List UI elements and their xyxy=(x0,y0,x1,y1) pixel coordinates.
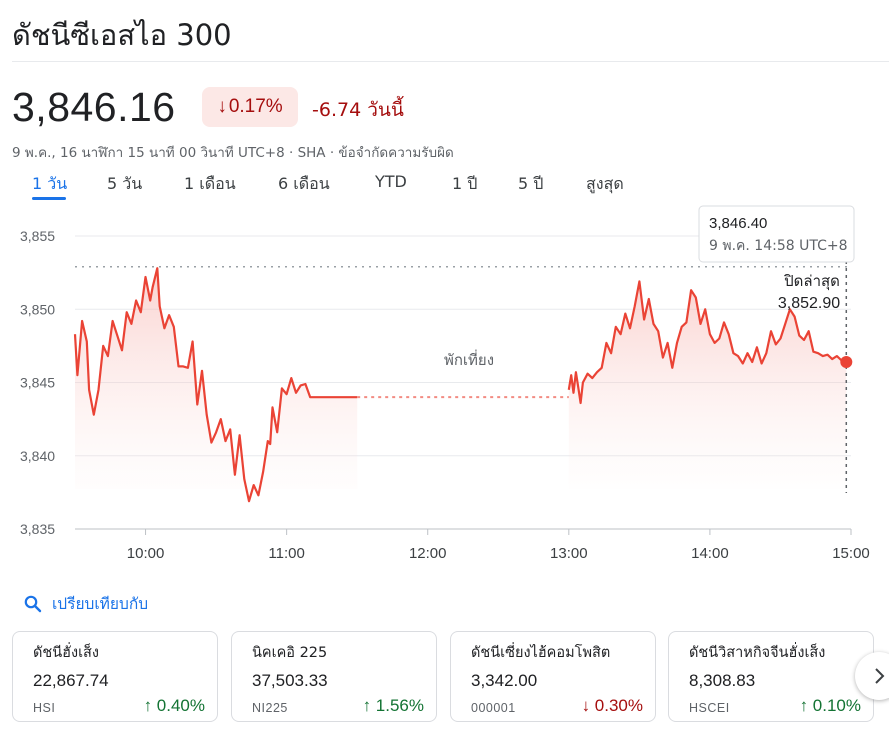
tab-ytd[interactable]: YTD xyxy=(375,172,407,191)
card-change: ↑ 1.56% xyxy=(362,696,424,715)
index-card-ni225[interactable]: นิคเคอิ 225 37,503.33 NI225 ↑ 1.56% xyxy=(231,631,437,722)
compare-link[interactable]: เปรียบเทียบกับ xyxy=(24,591,148,616)
card-change: ↑ 0.40% xyxy=(143,696,205,715)
change-absolute: -6.74 วันนี้ xyxy=(312,99,404,121)
x-tick-label: 10:00 xyxy=(127,545,165,562)
lunch-break-label: พักเที่ยง xyxy=(444,349,494,369)
series-fill xyxy=(568,281,847,489)
range-tabs: 1 วัน 5 วัน 1 เดือน 6 เดือน YTD 1 ปี 5 ป… xyxy=(0,172,889,204)
search-icon xyxy=(24,595,42,612)
current-price: 3,846.16 xyxy=(12,84,176,130)
index-card-hscei[interactable]: ดัชนีวิสาหกิจจีนฮั่งเส็ง 8,308.83 HSCEI … xyxy=(668,631,874,722)
up-arrow-icon: ↑ xyxy=(799,696,809,715)
price-meta: 9 พ.ค., 16 นาฬิกา 15 นาที 00 วินาที UTC+… xyxy=(12,145,454,161)
card-code: HSI xyxy=(33,701,56,715)
change-percent-badge: ↓ 0.17% xyxy=(202,87,298,127)
x-tick-label: 13:00 xyxy=(550,545,588,562)
y-tick-label: 3,845 xyxy=(20,375,55,391)
tooltip-box xyxy=(698,205,855,263)
index-card-000001[interactable]: ดัชนีเซี่ยงไฮ้คอมโพสิต 3,342.00 000001 ↓… xyxy=(450,631,656,722)
previous-close-label: ปิดล่าสุด xyxy=(783,272,840,291)
series-fill xyxy=(75,268,358,502)
card-code: HSCEI xyxy=(689,701,730,715)
chevron-right-icon xyxy=(875,668,885,684)
y-tick-label: 3,840 xyxy=(20,448,55,464)
up-arrow-icon: ↑ xyxy=(362,696,372,715)
up-arrow-icon: ↑ xyxy=(143,696,153,715)
compare-label: เปรียบเทียบกับ xyxy=(52,595,149,613)
tooltip-value: 3,846.40 xyxy=(709,215,767,232)
card-change: ↑ 0.10% xyxy=(799,696,861,715)
tab-1-year[interactable]: 1 ปี xyxy=(452,174,478,193)
tab-1-day[interactable]: 1 วัน xyxy=(32,174,68,193)
x-tick-label: 14:00 xyxy=(691,545,729,562)
card-name: นิคเคอิ 225 xyxy=(252,645,328,661)
tab-6-months[interactable]: 6 เดือน xyxy=(278,174,330,193)
previous-close-value: 3,852.90 xyxy=(778,295,840,312)
card-code: NI225 xyxy=(252,701,288,715)
card-change: ↓ 0.30% xyxy=(581,696,643,715)
card-name: ดัชนีฮั่งเส็ง xyxy=(33,645,99,661)
price-chart[interactable]: 3,855 3,850 3,845 3,840 3,835 10:00 11:00 12:00… xyxy=(0,200,889,572)
card-value: 37,503.33 xyxy=(252,671,328,690)
y-tick-label: 3,855 xyxy=(20,228,55,244)
down-arrow-icon: ↓ xyxy=(217,96,227,117)
y-tick-label: 3,850 xyxy=(20,301,55,317)
card-value: 22,867.74 xyxy=(33,671,109,690)
x-tick-label: 15:00 xyxy=(832,545,870,562)
hover-point xyxy=(840,355,853,368)
tab-5-years[interactable]: 5 ปี xyxy=(518,174,544,193)
x-tick-label: 11:00 xyxy=(268,545,304,562)
card-value: 8,308.83 xyxy=(689,671,756,690)
card-name: ดัชนีวิสาหกิจจีนฮั่งเส็ง xyxy=(689,645,826,661)
series-line-morning xyxy=(73,267,358,503)
card-value: 3,342.00 xyxy=(471,671,538,690)
active-tab-indicator xyxy=(32,197,66,200)
tab-5-days[interactable]: 5 วัน xyxy=(107,174,143,193)
down-arrow-icon: ↓ xyxy=(581,696,591,715)
x-tick-label: 12:00 xyxy=(409,545,447,562)
card-code: 000001 xyxy=(471,701,516,715)
tab-1-month[interactable]: 1 เดือน xyxy=(184,174,236,193)
change-percent: 0.17% xyxy=(228,96,283,117)
header-divider xyxy=(12,61,889,62)
next-cards-button[interactable] xyxy=(855,652,889,700)
tooltip-time: 9 พ.ค. 14:58 UTC+8 xyxy=(709,238,848,254)
tab-max[interactable]: สูงสุด xyxy=(586,174,624,193)
page-title: ดัชนีซีเอสไอ 300 xyxy=(12,18,232,52)
card-name: ดัชนีเซี่ยงไฮ้คอมโพสิต xyxy=(471,645,611,661)
index-card-hsi[interactable]: ดัชนีฮั่งเส็ง 22,867.74 HSI ↑ 0.40% xyxy=(12,631,218,722)
y-tick-label: 3,835 xyxy=(20,521,55,537)
